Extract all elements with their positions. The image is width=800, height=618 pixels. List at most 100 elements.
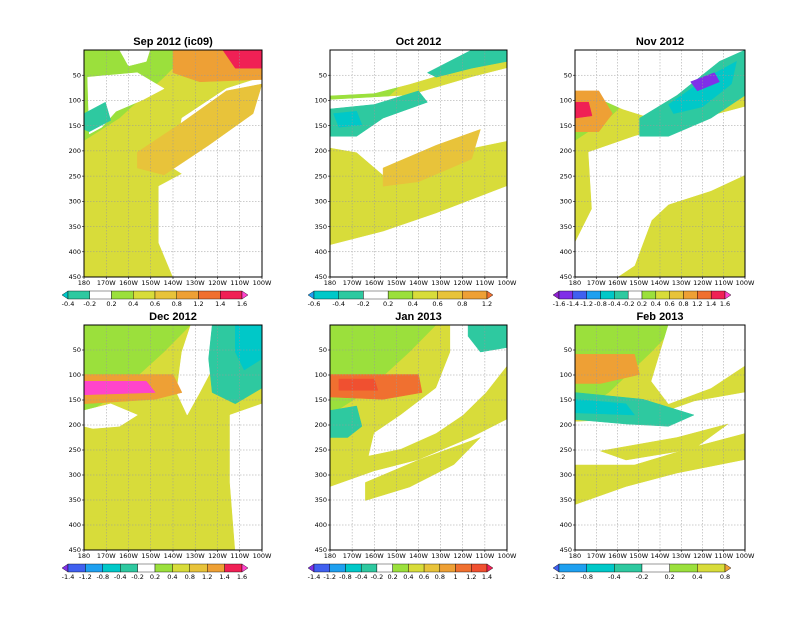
y-tick-label: 350 — [315, 223, 327, 231]
y-tick-label: 250 — [560, 172, 572, 180]
x-tick-label: 110W — [475, 279, 494, 287]
y-tick-label: 150 — [560, 122, 572, 130]
x-tick-label: 100W — [253, 279, 272, 287]
colorbar-label: 1.4 — [706, 300, 716, 308]
y-tick-label: 100 — [560, 371, 572, 379]
x-tick-label: 180 — [324, 279, 336, 287]
y-tick-label: 50 — [319, 71, 327, 79]
colorbar-swatch — [683, 290, 698, 300]
y-tick-label: 450 — [315, 546, 327, 554]
x-tick-label: 130W — [431, 552, 450, 560]
colorbar-label: 1.6 — [720, 300, 730, 308]
colorbar-swatch — [614, 563, 643, 573]
panel-title: Oct 2012 — [396, 36, 442, 48]
panel-2: Oct 2012 180 170W 160W 150W 140W 130W 120W 110W 1… — [307, 36, 517, 308]
y-tick-label: 100 — [69, 371, 81, 379]
colorbar-swatch — [724, 290, 732, 300]
x-tick-label: 110W — [230, 552, 249, 560]
y-tick-label: 450 — [69, 546, 81, 554]
x-tick-label: 150W — [387, 552, 406, 560]
x-tick-label: 120W — [208, 552, 227, 560]
y-tick-label: 50 — [564, 346, 572, 354]
x-tick-label: 160W — [608, 552, 627, 560]
y-tick-label: 250 — [69, 446, 81, 454]
x-tick-label: 120W — [453, 279, 472, 287]
y-tick-label: 50 — [319, 346, 327, 354]
x-tick-label: 170W — [97, 552, 116, 560]
y-tick-label: 150 — [315, 396, 327, 404]
anomaly-region — [575, 354, 640, 384]
y-tick-label: 400 — [560, 248, 572, 256]
anomaly-region — [575, 392, 695, 427]
colorbar-label: -0.4 — [114, 573, 127, 581]
y-tick-label: 100 — [315, 97, 327, 105]
neutral-region — [158, 131, 262, 277]
x-tick-label: 180 — [569, 552, 581, 560]
colorbar-label: -0.2 — [131, 573, 144, 581]
colorbar-label: -0.2 — [357, 300, 370, 308]
panel-5: Jan 2013 180 170W 160W 150W 140W 130W 120W 110W 1… — [307, 311, 517, 581]
y-tick-label: 400 — [69, 521, 81, 529]
colorbar-swatch — [614, 290, 629, 300]
colorbar-swatch — [462, 290, 488, 300]
colorbar-swatch — [586, 290, 601, 300]
colorbar-label: -1.4 — [566, 300, 579, 308]
y-tick-label: 200 — [69, 147, 81, 155]
colorbar-swatch — [206, 563, 225, 573]
colorbar-swatch — [111, 290, 134, 300]
y-tick-label: 450 — [69, 273, 81, 281]
colorbar-label: -0.2 — [622, 300, 635, 308]
x-tick-label: 140W — [651, 279, 670, 287]
anomaly-region — [575, 90, 613, 132]
y-tick-label: 100 — [315, 371, 327, 379]
anomaly-region — [382, 129, 481, 187]
colorbar-label: -0.4 — [608, 573, 621, 581]
colorbar: -1.4 -1.2 -0.8 -0.4 -0.2 0.2 0.4 0.8 1.2 1.4 1.6 — [61, 563, 249, 581]
colorbar-swatch — [176, 290, 199, 300]
colorbar-swatch — [552, 290, 560, 300]
colorbar-swatch — [641, 563, 670, 573]
colorbar-label: -0.4 — [332, 300, 345, 308]
y-tick-label: 50 — [564, 71, 572, 79]
colorbar-swatch — [198, 290, 221, 300]
x-tick-label: 180 — [569, 279, 581, 287]
panel-title: Feb 2013 — [636, 311, 683, 323]
colorbar-swatch — [360, 563, 378, 573]
y-tick-label: 100 — [69, 97, 81, 105]
colorbar-swatch — [61, 290, 69, 300]
x-tick-label: 110W — [714, 279, 733, 287]
colorbar-label: -0.8 — [96, 573, 109, 581]
y-tick-label: 250 — [315, 446, 327, 454]
colorbar: -1.4 -1.2 -0.8 -0.4 -0.2 0.2 0.4 0.6 0.8 1 1.2 1.4 — [307, 563, 494, 581]
anomaly-region — [235, 325, 262, 371]
x-tick-label: 100W — [253, 552, 272, 560]
colorbar-swatch — [137, 563, 156, 573]
y-tick-label: 200 — [315, 147, 327, 155]
colorbar-swatch — [189, 563, 208, 573]
anomaly-region — [467, 325, 507, 353]
colorbar-swatch — [710, 290, 726, 300]
anomaly-region — [84, 381, 156, 396]
anomaly-region — [137, 83, 262, 176]
colorbar-label: 0.2 — [150, 573, 160, 581]
colorbar-swatch — [641, 290, 657, 300]
x-tick-label: 120W — [453, 552, 472, 560]
y-tick-label: 250 — [69, 172, 81, 180]
y-tick-label: 100 — [560, 97, 572, 105]
colorbar-swatch — [89, 290, 112, 300]
y-tick-label: 350 — [560, 223, 572, 231]
neutral-region — [119, 50, 151, 67]
colorbar-swatch — [67, 563, 86, 573]
colorbar-swatch — [307, 290, 315, 300]
x-tick-label: 170W — [587, 279, 606, 287]
colorbar-label: 1.4 — [482, 573, 492, 581]
colorbar-label: 0.8 — [435, 573, 445, 581]
colorbar-swatch — [241, 290, 249, 300]
panel-title: Dec 2012 — [149, 311, 197, 323]
panel-1: Sep 2012 (ic09) 180 170W 160W 150W 140W 130W 12… — [61, 36, 272, 308]
colorbar-label: 1.2 — [202, 573, 212, 581]
y-tick-label: 200 — [560, 147, 572, 155]
colorbar-label: -0.8 — [580, 573, 593, 581]
colorbar-label: 0.2 — [637, 300, 647, 308]
